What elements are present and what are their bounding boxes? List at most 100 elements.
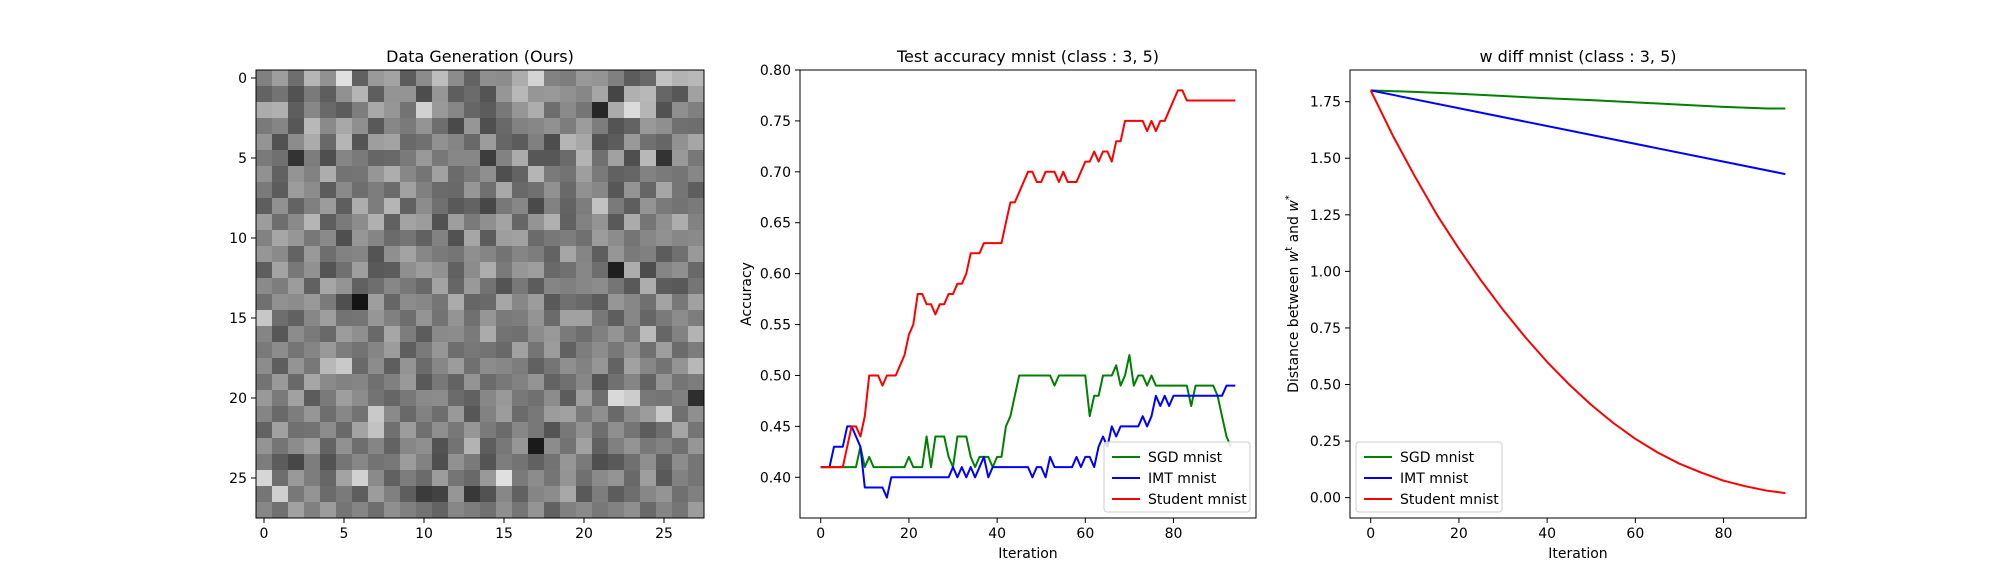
heatmap-cell <box>544 86 561 103</box>
wdiff-y-label-part: Distance between <box>1286 262 1302 393</box>
y-tick-label: 25 <box>229 471 247 487</box>
heatmap-cell <box>432 486 449 503</box>
heatmap-cell <box>464 134 481 151</box>
heatmap-cell <box>560 214 577 231</box>
heatmap-cell <box>336 326 353 343</box>
heatmap-cell <box>384 118 401 135</box>
heatmap-cell <box>544 470 561 487</box>
heatmap-cell <box>352 390 369 407</box>
heatmap-cell <box>368 310 385 327</box>
heatmap-cell <box>384 214 401 231</box>
heatmap-cell <box>384 134 401 151</box>
accuracy-legend: SGD mnist IMT mnist Student mnist <box>1103 441 1251 513</box>
series-line <box>1370 89 1786 176</box>
heatmap-cell <box>496 294 513 311</box>
heatmap-cell <box>464 486 481 503</box>
heatmap-cell <box>416 150 433 167</box>
heatmap-cell <box>272 358 289 375</box>
y-tick-label: 0.55 <box>760 318 791 334</box>
heatmap-cell <box>656 278 673 295</box>
wdiff-x-label: Iteration <box>1548 546 1607 562</box>
y-tick-label: 1.25 <box>1310 208 1341 224</box>
heatmap-cell <box>672 182 689 199</box>
heatmap-cell <box>464 470 481 487</box>
heatmap-cell <box>528 166 545 183</box>
heatmap-cell <box>608 326 625 343</box>
heatmap-cell <box>448 102 465 119</box>
heatmap-cell <box>320 390 337 407</box>
heatmap-cell <box>288 70 305 87</box>
heatmap-cell <box>512 214 529 231</box>
heatmap-cell <box>464 342 481 359</box>
heatmap-cell <box>320 86 337 103</box>
heatmap-cell <box>416 86 433 103</box>
heatmap-cell <box>432 214 449 231</box>
heatmap-cell <box>432 454 449 471</box>
heatmap-cell <box>304 278 321 295</box>
heatmap-cell <box>304 294 321 311</box>
heatmap-cell <box>448 358 465 375</box>
heatmap-cell <box>448 406 465 423</box>
heatmap-cell <box>656 438 673 455</box>
heatmap-cell <box>688 166 705 183</box>
heatmap-cell <box>496 246 513 263</box>
heatmap-cell <box>512 390 529 407</box>
heatmap-cell <box>592 102 609 119</box>
heatmap-cell <box>688 406 705 423</box>
heatmap-cell <box>640 422 657 439</box>
heatmap-cell <box>448 278 465 295</box>
heatmap-cell <box>464 310 481 327</box>
heatmap-cell <box>416 102 433 119</box>
heatmap-cell <box>432 422 449 439</box>
heatmap-cell <box>688 502 705 519</box>
heatmap-cell <box>320 278 337 295</box>
heatmap-cell <box>272 230 289 247</box>
heatmap-cell <box>384 166 401 183</box>
accuracy-title: Test accuracy mnist (class : 3, 5) <box>896 47 1159 66</box>
heatmap-cell <box>352 262 369 279</box>
heatmap-cell <box>544 198 561 215</box>
heatmap-cell <box>416 230 433 247</box>
heatmap-cell <box>496 358 513 375</box>
heatmap-cell <box>544 278 561 295</box>
x-tick-label: 20 <box>900 526 918 542</box>
heatmap-cell <box>592 454 609 471</box>
x-tick-label: 5 <box>340 526 349 542</box>
heatmap-cell <box>640 198 657 215</box>
heatmap-cell <box>416 326 433 343</box>
heatmap-cell <box>384 182 401 199</box>
heatmap-cell <box>320 134 337 151</box>
heatmap-cell <box>592 230 609 247</box>
heatmap-cell <box>384 438 401 455</box>
heatmap-cell <box>288 326 305 343</box>
heatmap-cell <box>608 470 625 487</box>
heatmap-cell <box>560 502 577 519</box>
heatmap-cell <box>320 358 337 375</box>
heatmap-cell <box>688 358 705 375</box>
heatmap-cell <box>368 70 385 87</box>
heatmap-cell <box>256 470 273 487</box>
y-tick-label: 0.40 <box>760 470 791 486</box>
heatmap-cell <box>256 422 273 439</box>
heatmap-cell <box>544 102 561 119</box>
heatmap-cell <box>560 118 577 135</box>
y-tick-label: 0.25 <box>1310 434 1341 450</box>
heatmap-cell <box>640 390 657 407</box>
heatmap-cell <box>576 390 593 407</box>
heatmap-cell <box>624 438 641 455</box>
heatmap-cell <box>256 134 273 151</box>
heatmap-cell <box>336 358 353 375</box>
heatmap-cell <box>496 502 513 519</box>
heatmap-cell <box>672 262 689 279</box>
heatmap-cell <box>560 262 577 279</box>
heatmap-cell <box>512 438 529 455</box>
series-line <box>820 384 1236 499</box>
heatmap-cell <box>352 102 369 119</box>
heatmap-cell <box>528 198 545 215</box>
heatmap-cell <box>608 342 625 359</box>
heatmap-cell <box>624 230 641 247</box>
heatmap-cell <box>336 70 353 87</box>
heatmap-cell <box>304 86 321 103</box>
heatmap-cell <box>304 134 321 151</box>
heatmap-cell <box>544 422 561 439</box>
